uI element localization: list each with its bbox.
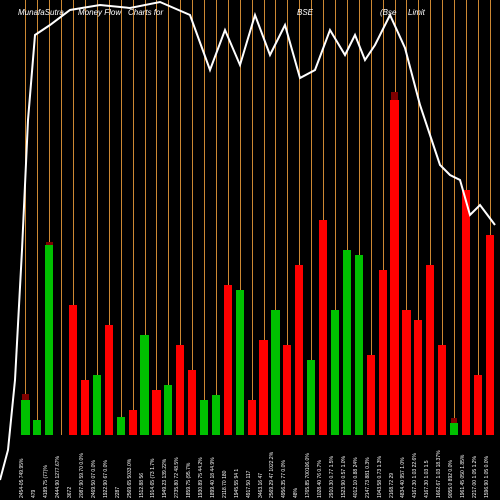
title-part-3: Charts for (128, 8, 163, 17)
price-line-overlay (0, 0, 500, 500)
title-part-1: MunafaSutra (18, 8, 64, 17)
title-part-2: Money Flow (78, 8, 121, 17)
title-part-4: BSE (297, 8, 313, 17)
money-flow-chart: 2454-05 749.95%4794189.75 (77)%2444.90 1… (0, 0, 500, 500)
title-part-5: (Bse (380, 8, 396, 17)
title-part-6: Limit (408, 8, 425, 17)
